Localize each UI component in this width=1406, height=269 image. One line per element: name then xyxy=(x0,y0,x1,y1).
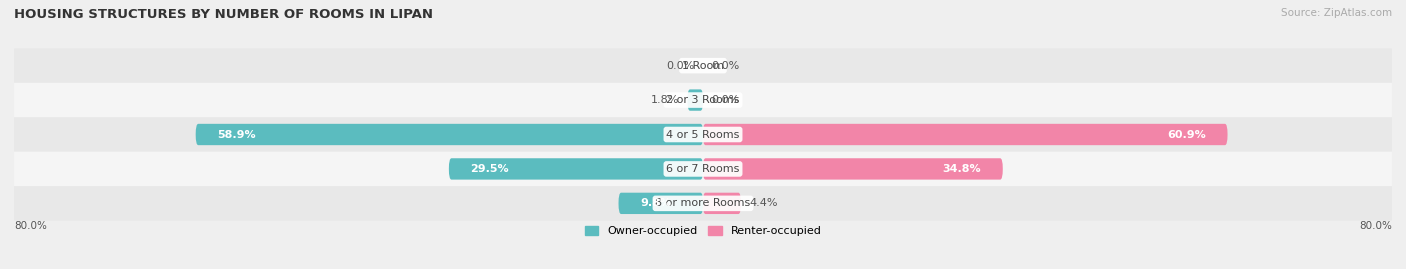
Text: 29.5%: 29.5% xyxy=(471,164,509,174)
Text: 0.0%: 0.0% xyxy=(711,95,740,105)
FancyBboxPatch shape xyxy=(688,89,703,111)
Text: 34.8%: 34.8% xyxy=(942,164,981,174)
FancyBboxPatch shape xyxy=(195,124,703,145)
Text: 1.8%: 1.8% xyxy=(651,95,679,105)
FancyBboxPatch shape xyxy=(14,117,1392,152)
Text: 1 Room: 1 Room xyxy=(682,61,724,71)
FancyBboxPatch shape xyxy=(703,193,741,214)
Text: 9.8%: 9.8% xyxy=(640,198,671,208)
Text: 4.4%: 4.4% xyxy=(749,198,778,208)
Text: 80.0%: 80.0% xyxy=(14,221,46,231)
Text: HOUSING STRUCTURES BY NUMBER OF ROOMS IN LIPAN: HOUSING STRUCTURES BY NUMBER OF ROOMS IN… xyxy=(14,8,433,21)
FancyBboxPatch shape xyxy=(703,124,1227,145)
Text: 8 or more Rooms: 8 or more Rooms xyxy=(655,198,751,208)
FancyBboxPatch shape xyxy=(14,186,1392,221)
FancyBboxPatch shape xyxy=(619,193,703,214)
FancyBboxPatch shape xyxy=(449,158,703,180)
Legend: Owner-occupied, Renter-occupied: Owner-occupied, Renter-occupied xyxy=(581,221,825,241)
Text: 2 or 3 Rooms: 2 or 3 Rooms xyxy=(666,95,740,105)
Text: 58.9%: 58.9% xyxy=(218,129,256,140)
Text: 6 or 7 Rooms: 6 or 7 Rooms xyxy=(666,164,740,174)
Text: Source: ZipAtlas.com: Source: ZipAtlas.com xyxy=(1281,8,1392,18)
FancyBboxPatch shape xyxy=(14,83,1392,117)
FancyBboxPatch shape xyxy=(703,158,1002,180)
Text: 80.0%: 80.0% xyxy=(1360,221,1392,231)
Text: 4 or 5 Rooms: 4 or 5 Rooms xyxy=(666,129,740,140)
Text: 0.0%: 0.0% xyxy=(711,61,740,71)
Text: 0.0%: 0.0% xyxy=(666,61,695,71)
FancyBboxPatch shape xyxy=(14,48,1392,83)
FancyBboxPatch shape xyxy=(14,152,1392,186)
Text: 60.9%: 60.9% xyxy=(1167,129,1206,140)
